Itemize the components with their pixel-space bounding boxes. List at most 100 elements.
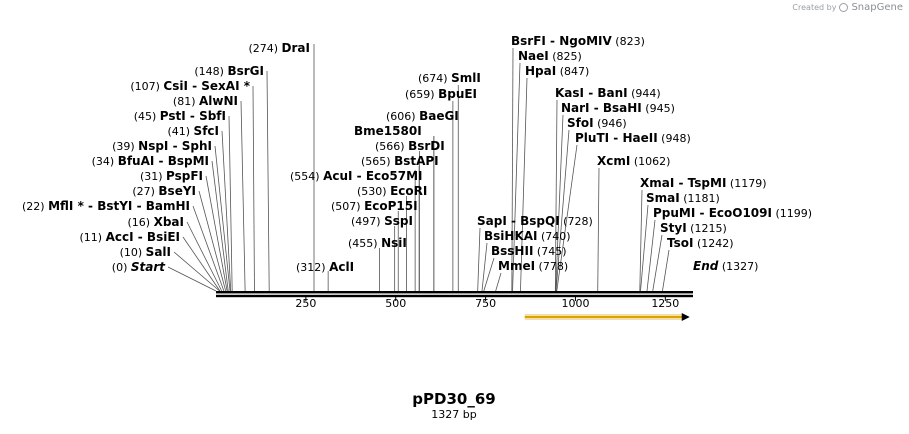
svg-text:(41) SfcI: (41) SfcI [167, 124, 219, 138]
svg-text:(566) BsrDI: (566) BsrDI [375, 139, 445, 153]
enzyme-label[interactable]: NarI - BsaHI (945) [561, 101, 675, 115]
enzyme-label[interactable]: (11) AccI - BsiEI [80, 230, 180, 244]
ruler-tick-label: 750 [475, 297, 496, 310]
enzyme-label[interactable]: (45) PstI - SbfI [134, 109, 226, 123]
enzyme-position: (10) [120, 246, 146, 259]
svg-text:(27) BseYI: (27) BseYI [132, 184, 196, 198]
enzyme-label[interactable]: (0) Start [112, 260, 166, 274]
cut-line [520, 77, 528, 292]
enzyme-position: (823) [612, 35, 645, 48]
enzyme-label[interactable]: (455) NsiI [348, 236, 407, 250]
svg-text:(274) DraI: (274) DraI [248, 41, 310, 55]
enzyme-label[interactable]: (107) CsiI - SexAI * [130, 79, 250, 93]
enzyme-position: (566) [375, 140, 408, 153]
svg-text:StyI (1215): StyI (1215) [660, 221, 727, 235]
enzyme-position: (16) [128, 216, 154, 229]
enzyme-position: (312) [296, 261, 329, 274]
enzyme-name: SmlI [451, 71, 481, 85]
enzyme-label[interactable]: KasI - BanI (944) [555, 86, 661, 100]
enzyme-label[interactable]: (16) XbaI [128, 215, 184, 229]
enzyme-label[interactable]: (659) BpuEI [405, 87, 477, 101]
enzyme-name: SspI [384, 214, 413, 228]
enzyme-name: BseYI [158, 184, 196, 198]
svg-text:(34) BfuAI - BspMI: (34) BfuAI - BspMI [92, 154, 209, 168]
ruler-tick-label: 1250 [651, 297, 679, 310]
cut-line [555, 129, 570, 292]
enzyme-label[interactable]: Bme1580I [354, 124, 422, 138]
enzyme-label[interactable]: (10) SalI [120, 245, 171, 259]
enzyme-label[interactable]: (274) DraI [248, 41, 310, 55]
enzyme-name: SmaI [646, 191, 680, 205]
svg-text:(31) PspFI: (31) PspFI [140, 169, 203, 183]
backbone-bottom [216, 294, 693, 298]
enzyme-label[interactable]: MmeI (778) [498, 259, 568, 273]
enzyme-position: (554) [290, 170, 323, 183]
enzyme-label[interactable]: (566) BsrDI [375, 139, 445, 153]
enzyme-label[interactable]: NaeI (825) [518, 49, 582, 63]
enzyme-position: (507) [331, 200, 364, 213]
enzyme-label[interactable]: XmaI - TspMI (1179) [640, 176, 766, 190]
enzyme-label[interactable]: PpuMI - EcoO109I (1199) [653, 206, 812, 220]
enzyme-label[interactable]: (27) BseYI [132, 184, 196, 198]
enzyme-position: (606) [386, 110, 419, 123]
enzyme-name: BsrGI [227, 64, 264, 78]
enzyme-label[interactable]: SfoI (946) [567, 116, 627, 130]
cut-line [167, 266, 217, 292]
enzyme-label[interactable]: (81) AlwNI [173, 94, 238, 108]
enzyme-label[interactable]: (148) BsrGI [194, 64, 264, 78]
enzyme-label[interactable]: (39) NspI - SphI [112, 139, 212, 153]
enzyme-name: BstYI [97, 199, 132, 213]
enzyme-position: (948) [658, 132, 691, 145]
cut-line [662, 249, 670, 292]
svg-text:(507) EcoP15I: (507) EcoP15I [331, 199, 418, 213]
svg-text:XmaI - TspMI (1179): XmaI - TspMI (1179) [640, 176, 766, 190]
enzyme-name: NsiI [381, 236, 407, 250]
enzyme-label[interactable]: BssHII (745) [491, 244, 566, 258]
enzyme-label[interactable]: StyI (1215) [660, 221, 727, 235]
enzyme-label[interactable]: SapI - BspQI (728) [477, 214, 593, 228]
enzyme-label[interactable]: (41) SfcI [167, 124, 219, 138]
enzyme-label[interactable]: BsrFI - NgoMIV (823) [511, 34, 645, 48]
enzyme-label[interactable]: (530) EcoRI [357, 184, 427, 198]
enzyme-name: SbfI [199, 109, 226, 123]
cut-line [214, 145, 231, 292]
enzyme-position: (1199) [772, 207, 812, 220]
enzyme-label[interactable]: (34) BfuAI - BspMI [92, 154, 209, 168]
enzyme-label[interactable]: (497) SspI [351, 214, 413, 228]
svg-text:(530) EcoRI: (530) EcoRI [357, 184, 427, 198]
svg-text:NarI - BsaHI (945): NarI - BsaHI (945) [561, 101, 675, 115]
enzyme-label[interactable]: (22) MflI * - BstYI - BamHI [22, 199, 190, 213]
enzyme-name: BpuEI [438, 87, 477, 101]
enzyme-label[interactable]: End (1327) [693, 259, 758, 273]
enzyme-label[interactable]: (31) PspFI [140, 169, 203, 183]
enzyme-position: (659) [405, 88, 438, 101]
enzyme-label[interactable]: (312) AclI [296, 260, 354, 274]
enzyme-label[interactable]: BsiHKAI (740) [484, 229, 571, 243]
enzyme-label[interactable]: (674) SmlI [418, 71, 481, 85]
enzyme-label[interactable]: (554) AcuI - Eco57MI [290, 169, 423, 183]
svg-text:(16) XbaI: (16) XbaI [128, 215, 184, 229]
enzyme-label[interactable]: PluTI - HaeII (948) [575, 131, 691, 145]
enzyme-label[interactable]: (507) EcoP15I [331, 199, 418, 213]
svg-text:Bme1580I: Bme1580I [354, 124, 422, 138]
enzyme-label[interactable]: SmaI (1181) [646, 191, 720, 205]
enzyme-label[interactable]: TsoI (1242) [667, 236, 734, 250]
enzyme-position: (27) [132, 185, 158, 198]
enzyme-name: NaeI [518, 49, 549, 63]
enzyme-name: End [693, 259, 719, 273]
svg-text:BsiHKAI (740): BsiHKAI (740) [484, 229, 571, 243]
enzyme-name: NgoMIV [559, 34, 612, 48]
enzyme-label[interactable]: (606) BaeGI [386, 109, 459, 123]
enzyme-label[interactable]: XcmI (1062) [597, 154, 670, 168]
enzyme-name: AcuI [323, 169, 352, 183]
enzyme-label[interactable]: HpaI (847) [525, 64, 589, 78]
enzyme-position: (31) [140, 170, 166, 183]
cut-line [252, 85, 255, 292]
enzyme-label[interactable]: (565) BstAPI [361, 154, 439, 168]
cut-line [646, 219, 656, 292]
enzyme-position: (745) [533, 245, 566, 258]
enzyme-position: (674) [418, 72, 451, 85]
enzyme-position: (34) [92, 155, 118, 168]
enzyme-name: PpuMI [653, 206, 695, 220]
cut-line [483, 257, 495, 292]
